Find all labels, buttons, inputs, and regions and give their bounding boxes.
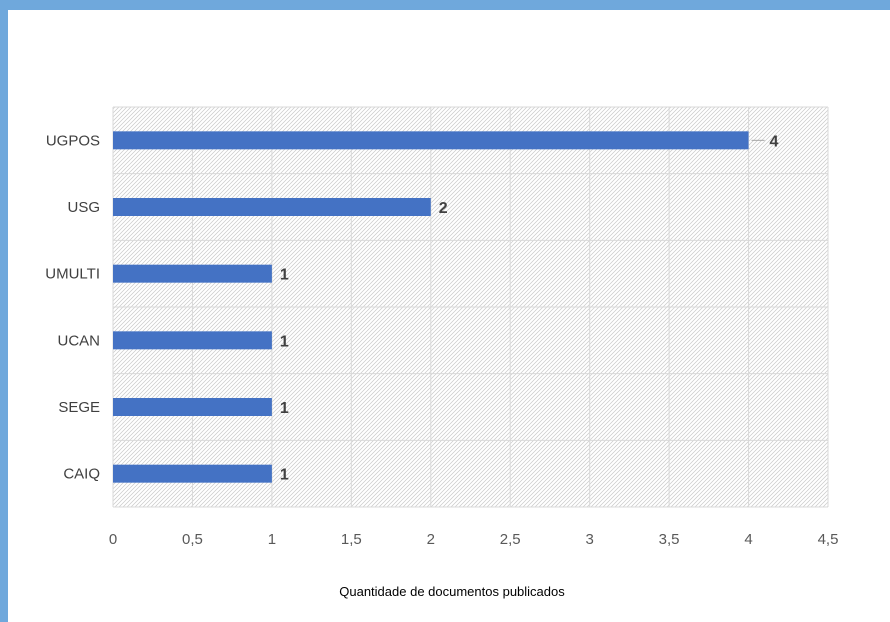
bar-caiq [113, 464, 272, 483]
x-tick-label: 2,5 [500, 531, 521, 548]
x-axis-ticks: 0 0,5 1 1,5 2 2,5 3 3,5 4 4,5 [109, 531, 839, 548]
y-axis-categories: UGPOS USG UMULTI UCAN SEGE CAIQ [45, 132, 100, 482]
x-tick-label: 2 [427, 531, 435, 548]
data-label: 1 [280, 333, 289, 350]
x-axis-title: Quantidade de documentos publicados [339, 584, 565, 599]
x-tick-label: 4 [744, 531, 752, 548]
x-tick-label: 1 [268, 531, 276, 548]
x-tick-label: 0,5 [182, 531, 203, 548]
bar-usg [113, 198, 431, 216]
gridlines [112, 106, 829, 508]
data-label: 1 [280, 267, 289, 284]
x-tick-label: 3 [585, 531, 593, 548]
bars: 4 2 1 1 1 1 [113, 131, 779, 484]
x-tick-label: 0 [109, 531, 117, 548]
data-label: 2 [439, 200, 448, 217]
data-label: 4 [770, 133, 779, 150]
data-label: 1 [280, 400, 289, 417]
chart-frame: 4 2 1 1 1 1 0 0,5 1 1,5 2 2,5 3 3,5 4 4,5 UGPOS USG UMUL… [8, 10, 890, 622]
category-label: USG [67, 199, 100, 216]
data-label: 1 [280, 467, 289, 484]
bar-ugpos [113, 131, 749, 150]
bar-sege [113, 398, 272, 416]
category-label: CAIQ [63, 466, 100, 483]
x-tick-label: 1,5 [341, 531, 362, 548]
category-label: SEGE [58, 399, 100, 416]
category-label: UGPOS [46, 132, 100, 149]
category-label: UMULTI [45, 266, 100, 283]
bar-chart: 4 2 1 1 1 1 0 0,5 1 1,5 2 2,5 3 3,5 4 4,5 UGPOS USG UMUL… [45, 106, 839, 599]
category-label: UCAN [57, 332, 100, 349]
bar-ucan [113, 331, 272, 350]
x-tick-label: 4,5 [818, 531, 839, 548]
bar-umulti [113, 264, 272, 283]
x-tick-label: 3,5 [659, 531, 680, 548]
